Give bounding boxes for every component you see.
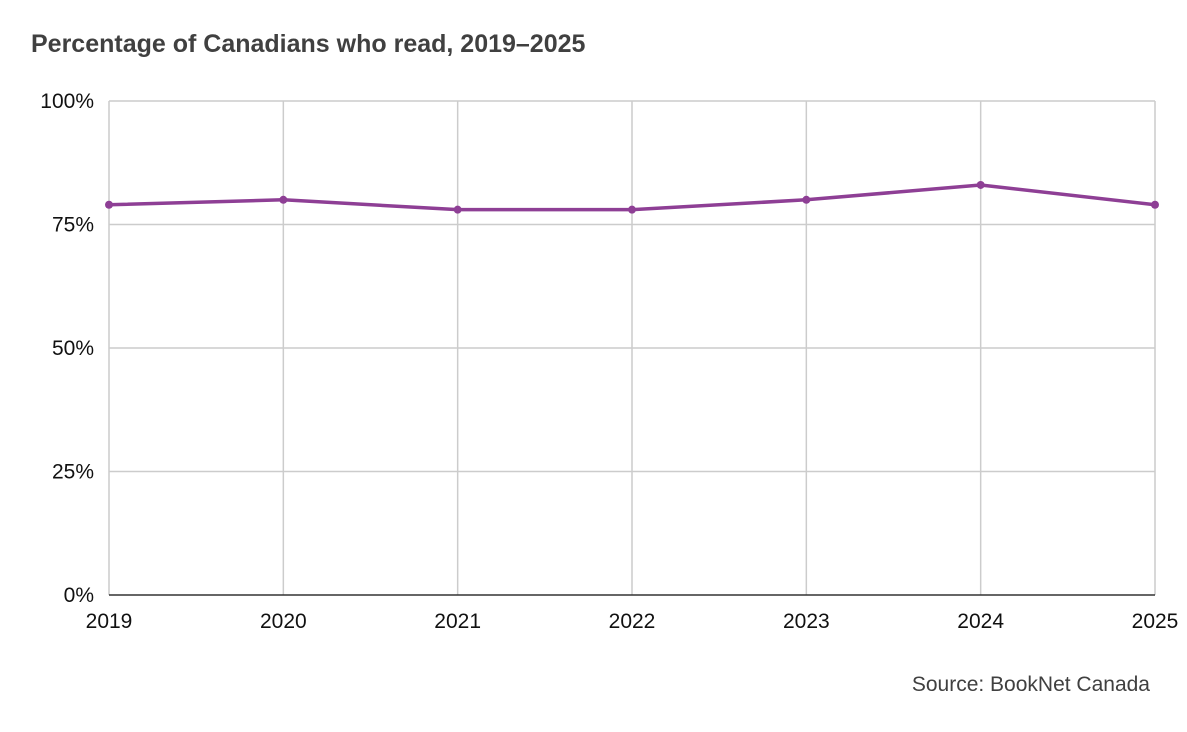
y-tick-label: 25% bbox=[52, 461, 94, 484]
x-tick-label: 2019 bbox=[86, 610, 133, 633]
y-tick-label: 0% bbox=[64, 584, 94, 607]
data-point bbox=[976, 180, 985, 189]
data-point bbox=[453, 205, 462, 214]
data-point bbox=[279, 195, 288, 204]
gridlines bbox=[108, 100, 1156, 595]
data-point bbox=[105, 200, 113, 209]
x-tick-label: 2021 bbox=[434, 610, 481, 633]
data-point bbox=[802, 195, 811, 204]
x-tick-label: 2024 bbox=[957, 610, 1004, 633]
x-tick-label: 2025 bbox=[1132, 610, 1179, 633]
data-point bbox=[1151, 200, 1159, 209]
data-point bbox=[628, 205, 636, 214]
x-tick-label: 2020 bbox=[260, 610, 307, 633]
series-group bbox=[105, 180, 1159, 214]
source-note: Source: BookNet Canada bbox=[911, 673, 1150, 696]
y-tick-label: 50% bbox=[52, 337, 94, 360]
y-axis-tick-labels: 0% 25% 50% 75% 100% bbox=[40, 90, 94, 607]
chart-title: Percentage of Canadians who read, 2019–2… bbox=[31, 30, 586, 58]
y-tick-label: 75% bbox=[52, 214, 94, 237]
y-tick-label: 100% bbox=[40, 90, 94, 113]
x-axis-tick-labels: 2019 2020 2021 2022 2023 2024 2025 bbox=[86, 610, 1179, 633]
x-tick-label: 2023 bbox=[783, 610, 830, 633]
x-tick-label: 2022 bbox=[609, 610, 656, 633]
